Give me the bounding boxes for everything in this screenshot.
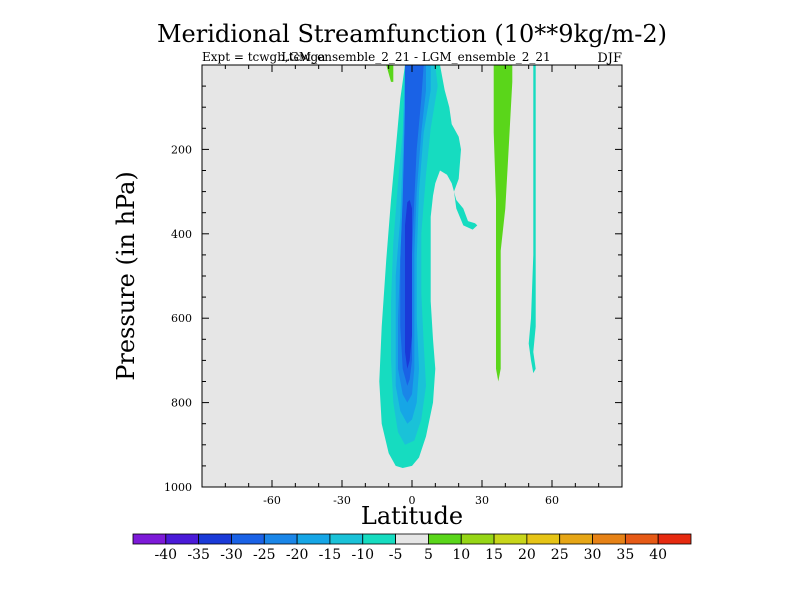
colorbar-label: -10 — [351, 547, 374, 563]
colorbar-label: -25 — [253, 547, 276, 563]
colorbar-swatch — [526, 533, 561, 545]
colorbar-swatch — [493, 533, 528, 545]
contour-region-green-strip-north-upper — [386, 65, 394, 82]
colorbar-swatch — [395, 533, 429, 545]
axis-ticks: -60 -30 0 30 60 200 400 600 800 1000 — [164, 64, 623, 507]
colorbar-label: 15 — [485, 547, 503, 563]
contour-region-cyan-strip-60N — [528, 65, 536, 374]
colorbar-swatch — [263, 533, 298, 545]
y-tick-label: 600 — [171, 312, 192, 325]
colorbar-label: 20 — [518, 547, 536, 563]
colorbar-label: 25 — [551, 547, 569, 563]
subtitle-experiment: Expt = tcwgb,tcwga — [202, 50, 325, 64]
colorbar-swatch — [296, 533, 331, 545]
x-tick-label: 30 — [475, 494, 489, 507]
colorbar-swatch — [428, 533, 462, 545]
colorbar-swatch — [231, 533, 265, 545]
colorbar-label: 10 — [452, 547, 470, 563]
colorbar-label: -40 — [155, 547, 178, 563]
colorbar-label: -20 — [286, 547, 309, 563]
colorbar-swatch — [460, 533, 495, 545]
colorbar-swatch — [559, 533, 593, 545]
colorbar-label: 5 — [424, 547, 433, 563]
chart-title: Meridional Streamfunction (10**9kg/m-2) — [157, 20, 667, 48]
y-axis-label: Pressure (in hPa) — [112, 171, 140, 381]
contour-regions — [379, 65, 536, 468]
colorbar-label: 30 — [584, 547, 602, 563]
y-tick-label: 400 — [171, 228, 192, 241]
colorbar-swatch — [165, 533, 200, 545]
colorbar-swatch — [362, 533, 396, 545]
y-tick-label: 800 — [171, 397, 192, 410]
colorbar-label: -5 — [389, 547, 403, 563]
colorbar-swatch — [657, 533, 692, 545]
colorbar-swatch — [198, 533, 232, 545]
y-tick-label: 1000 — [164, 481, 192, 494]
colorbar: -40 -35 -30 -25 -20 -15 -10 -5 5 10 15 20 25 30 35 40 — [132, 533, 692, 563]
x-tick-label: -30 — [333, 494, 351, 507]
colorbar-label: -35 — [187, 547, 210, 563]
contour-region-green-strip-north-lower — [493, 65, 513, 382]
contour-region-southern-cell-level-30 — [405, 200, 412, 369]
x-axis-label: Latitude — [361, 502, 463, 530]
colorbar-swatch — [624, 533, 659, 545]
colorbar-label: 35 — [616, 547, 634, 563]
colorbar-label: 40 — [649, 547, 667, 563]
colorbar-label: -30 — [220, 547, 243, 563]
colorbar-swatch — [592, 533, 626, 545]
subtitle-season: DJF — [597, 51, 622, 66]
x-tick-label: -60 — [263, 494, 281, 507]
subtitle-ensemble: LGM_ensemble_2_21 - LGM_ensemble_2_21 — [281, 50, 550, 64]
colorbar-label: -15 — [319, 547, 342, 563]
colorbar-swatch — [329, 533, 364, 545]
colorbar-swatch — [132, 533, 167, 545]
y-tick-label: 200 — [171, 143, 192, 156]
x-tick-label: 0 — [409, 494, 416, 507]
x-tick-label: 60 — [545, 494, 559, 507]
